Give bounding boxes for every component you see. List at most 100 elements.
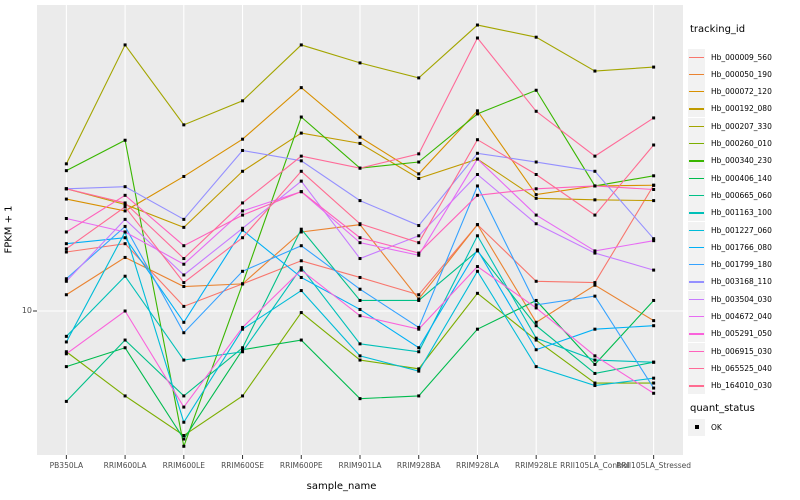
data-point [417, 176, 421, 180]
data-point [358, 314, 362, 318]
data-point [358, 135, 362, 139]
data-point [534, 213, 538, 217]
data-point [593, 198, 597, 202]
legend-key-box [688, 342, 705, 360]
legend-label: Hb_005291_050 [711, 329, 772, 339]
data-point [358, 298, 362, 302]
data-point [182, 320, 186, 324]
x-axis-title: sample_name [306, 481, 377, 492]
data-point [417, 346, 421, 350]
data-point [182, 225, 186, 229]
data-point [652, 187, 656, 191]
data-point [534, 88, 538, 92]
data-point [299, 268, 303, 272]
legend-label: Hb_065525_040 [711, 363, 772, 373]
data-point [534, 193, 538, 197]
x-tick-label-RRIM928BA: RRIM928BA [396, 461, 441, 470]
data-point [123, 193, 127, 197]
data-point [417, 152, 421, 156]
data-point [593, 69, 597, 73]
legend-key-box [688, 100, 705, 118]
data-point [652, 298, 656, 302]
data-point [358, 141, 362, 145]
x-tick-label-RRIM928LE: RRIM928LE [515, 461, 558, 470]
data-point [182, 244, 186, 248]
data-point [358, 287, 362, 291]
data-point [64, 242, 68, 246]
data-point [64, 169, 68, 173]
legend-key-box [688, 273, 705, 291]
data-point [534, 348, 538, 352]
data-point [241, 327, 245, 331]
legend-label: Hb_000406_140 [711, 173, 772, 183]
data-point [182, 273, 186, 277]
data-point [241, 346, 245, 350]
legend-label: Hb_001799_180 [711, 260, 772, 270]
data-point [652, 386, 656, 390]
x-tick-label-RRIM600LA: RRIM600LA [103, 461, 147, 470]
data-point [358, 307, 362, 311]
data-point [652, 199, 656, 203]
data-point [417, 367, 421, 371]
legend-key-line-icon [689, 264, 704, 266]
legend-key-box [688, 238, 705, 256]
x-tick-label-RRII105LA_Control: RRII105LA_Control [560, 461, 630, 470]
legend-key-line-icon [689, 350, 704, 352]
data-point [593, 249, 597, 253]
legend-label: Hb_000260_010 [711, 139, 772, 148]
data-point [64, 277, 68, 281]
data-point [593, 281, 597, 285]
legend-key-box [688, 377, 705, 395]
data-point [593, 294, 597, 298]
data-point [593, 213, 597, 217]
data-point [299, 115, 303, 119]
data-point [64, 247, 68, 251]
data-point [475, 291, 479, 295]
legend-label: Hb_000009_560 [711, 52, 772, 62]
data-point [182, 285, 186, 289]
legend-label: Hb_006915_030 [711, 346, 772, 356]
data-point [534, 109, 538, 113]
data-point [299, 190, 303, 194]
data-point [593, 283, 597, 287]
legend-key-line-icon [689, 246, 704, 249]
data-point [299, 266, 303, 270]
ok-key-box [688, 418, 705, 436]
data-point [534, 336, 538, 340]
legend-key-line-icon [689, 177, 704, 179]
data-point [358, 236, 362, 240]
legend-key-line-icon [689, 143, 704, 145]
data-point [123, 201, 127, 205]
data-point [123, 224, 127, 228]
data-point [123, 309, 127, 313]
legend-key-line-icon [689, 212, 704, 214]
data-point [358, 354, 362, 358]
x-tick-label-RRIM600PE: RRIM600PE [279, 461, 323, 470]
data-point [123, 230, 127, 234]
legend-label: Hb_000207_330 [711, 121, 772, 131]
data-point [652, 391, 656, 395]
data-point [123, 202, 127, 206]
data-point [182, 394, 186, 398]
legend-key-box [688, 325, 705, 343]
data-point [299, 159, 303, 163]
x-tick-label-RRIM928LA: RRIM928LA [456, 461, 499, 470]
data-point [182, 123, 186, 127]
data-point [182, 437, 186, 441]
data-point [475, 234, 479, 238]
data-point [534, 365, 538, 369]
data-point [534, 160, 538, 164]
data-point [299, 275, 303, 279]
data-point [475, 265, 479, 269]
x-tick-label-RRIM600SE: RRIM600SE [221, 461, 264, 470]
data-point [417, 253, 421, 257]
data-point [593, 362, 597, 366]
data-point [652, 376, 656, 380]
data-point [64, 350, 68, 354]
data-point [534, 303, 538, 307]
y-axis-title: FPKM + 1 [3, 205, 15, 254]
data-point [593, 381, 597, 385]
data-point [299, 169, 303, 173]
data-point [593, 327, 597, 331]
data-point [241, 201, 245, 205]
